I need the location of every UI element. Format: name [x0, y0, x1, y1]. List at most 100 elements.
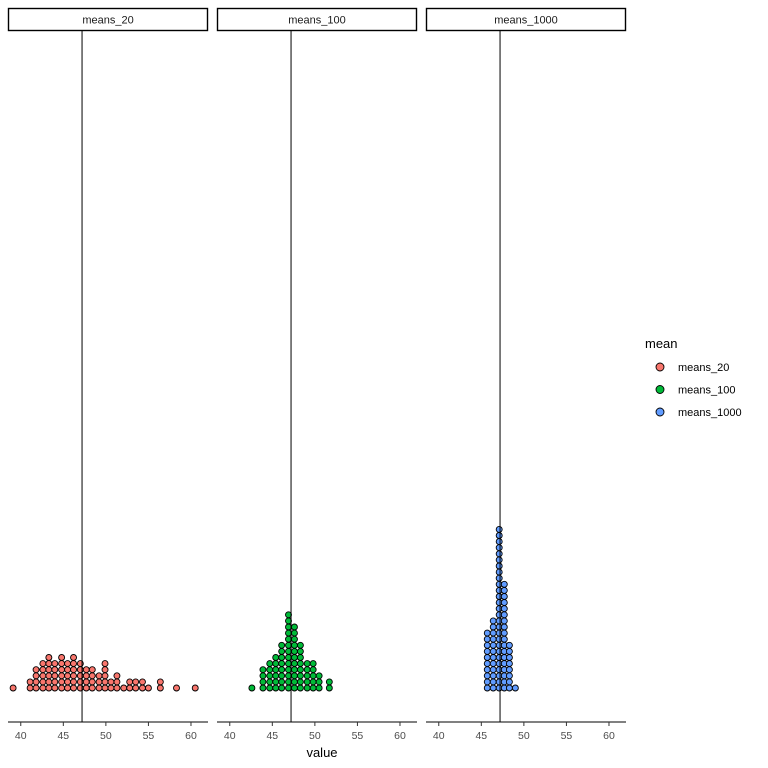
data-dot — [272, 678, 280, 686]
data-dot — [45, 666, 53, 674]
data-dot — [32, 666, 40, 674]
x-tick-label: 40 — [224, 730, 236, 742]
data-dot — [58, 660, 66, 668]
legend-entries: means_20 means_100 means_1000 — [655, 362, 742, 419]
data-dot — [495, 568, 503, 576]
data-dot — [489, 647, 497, 655]
data-dot — [500, 580, 508, 588]
data-dot — [266, 660, 274, 668]
data-dot — [70, 672, 77, 680]
strip-header — [216, 7, 418, 32]
data-dot — [505, 647, 513, 655]
data-dot — [483, 654, 491, 661]
data-dot — [290, 666, 298, 674]
data-dot — [489, 617, 497, 625]
data-dot — [495, 532, 503, 539]
data-dot — [272, 660, 280, 668]
x-tick-label: 55 — [143, 730, 155, 742]
data-dot — [495, 574, 503, 582]
data-dot — [290, 629, 298, 637]
data-dot — [64, 678, 72, 686]
data-dot — [505, 684, 513, 692]
data-dot — [266, 678, 274, 686]
data-dot — [51, 678, 59, 686]
data-dot — [290, 654, 298, 661]
data-dot — [82, 678, 90, 686]
data-dot — [309, 666, 317, 674]
legend-title: mean — [645, 336, 678, 351]
data-dot — [113, 684, 121, 692]
data-dot — [26, 684, 34, 692]
data-dot — [278, 647, 286, 655]
legend-item-means_1000: means_1000 — [655, 407, 742, 419]
data-dot — [278, 672, 286, 680]
data-dot — [296, 678, 304, 686]
data-dot — [95, 684, 103, 692]
data-dot — [489, 623, 497, 631]
data-dot — [132, 684, 140, 692]
data-dot — [39, 672, 47, 680]
data-dot — [58, 678, 66, 686]
data-dot — [101, 678, 109, 686]
data-dot — [45, 672, 53, 680]
data-dot — [505, 660, 513, 668]
data-dot — [500, 611, 508, 619]
data-dot — [64, 660, 72, 668]
data-dot — [45, 660, 53, 668]
data-dot — [303, 660, 311, 668]
x-tick-label: 45 — [57, 730, 69, 742]
data-dot — [500, 599, 508, 607]
legend-item-means_100: means_100 — [655, 385, 736, 397]
data-dot — [500, 593, 508, 600]
data-dot — [51, 684, 59, 692]
data-dot — [26, 678, 34, 686]
data-dot — [139, 684, 146, 692]
data-dot — [58, 654, 66, 661]
data-dot — [32, 684, 40, 692]
data-dot — [88, 672, 96, 680]
data-dot — [126, 678, 134, 686]
data-dot — [296, 660, 304, 668]
strip-label: means_20 — [82, 15, 133, 27]
data-dot — [489, 666, 497, 674]
data-dot — [70, 678, 77, 686]
data-dot — [39, 666, 47, 674]
x-tick-label: 60 — [603, 730, 615, 742]
data-dot — [58, 684, 66, 692]
x-tick-label: 50 — [100, 730, 112, 742]
data-dot — [82, 672, 90, 680]
data-dot — [107, 684, 115, 692]
data-dot — [290, 635, 298, 643]
data-dot — [495, 556, 503, 564]
data-dot — [296, 647, 304, 655]
data-dot — [51, 666, 59, 674]
data-dot — [505, 641, 513, 649]
data-dot — [272, 672, 280, 680]
data-dot — [495, 562, 503, 570]
data-dot — [309, 678, 317, 686]
data-dot — [303, 672, 311, 680]
x-axis-title: value — [306, 745, 337, 760]
legend-item-means_20: means_20 — [655, 362, 729, 374]
data-dot — [266, 666, 274, 674]
data-dot — [51, 672, 59, 680]
data-dot — [290, 672, 298, 680]
data-dot — [259, 678, 267, 686]
data-dot — [303, 678, 311, 686]
data-dot — [95, 672, 103, 680]
data-dot — [88, 684, 96, 692]
panel-means_20: means_20 40 45 50 55 60 — [7, 7, 209, 742]
data-dot — [64, 684, 72, 692]
data-dot — [82, 666, 90, 674]
data-dot — [156, 678, 164, 686]
data-dot — [58, 666, 66, 674]
legend-key — [655, 385, 665, 394]
data-dot — [500, 635, 508, 643]
data-dot — [278, 641, 286, 649]
data-dot — [296, 666, 304, 674]
data-dot — [278, 684, 286, 692]
data-dot — [45, 678, 53, 686]
data-dot — [278, 660, 286, 668]
data-dot — [495, 544, 503, 552]
data-dot — [191, 684, 199, 692]
